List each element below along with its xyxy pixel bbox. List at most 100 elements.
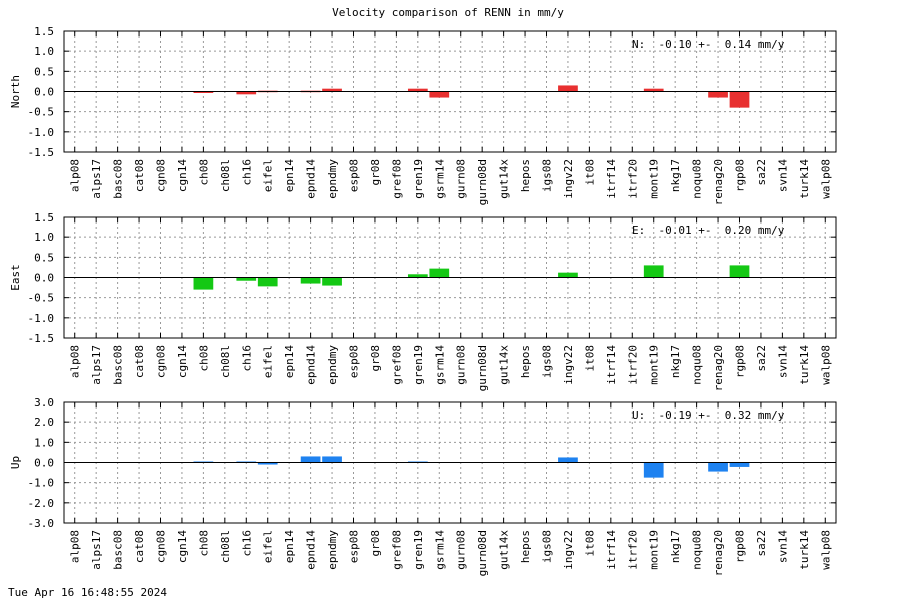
- bar-north-ch16: [236, 91, 257, 95]
- x-tick-label: gren19: [412, 345, 425, 385]
- x-tick-label: hepos: [519, 159, 532, 192]
- x-tick-label: cgn14: [176, 530, 189, 563]
- x-tick-label: cgn08: [155, 159, 168, 192]
- bar-east-epnd14: [300, 277, 321, 284]
- x-tick-label: epn14: [283, 159, 296, 192]
- x-tick-label: epnd14: [305, 530, 318, 570]
- x-tick-label: gsrm14: [433, 530, 446, 570]
- x-tick-label: gsrm14: [433, 345, 446, 385]
- bar-north-ch08: [193, 91, 214, 93]
- bar-north-gren19: [407, 88, 428, 92]
- y-tick-label: -0.5: [28, 292, 55, 305]
- x-tick-label: turk14: [798, 530, 811, 570]
- x-tick-label: walp08: [819, 345, 832, 385]
- bar-north-ingv22: [558, 85, 578, 92]
- x-tick-label: epndmy: [326, 159, 339, 199]
- x-tick-label: svn14: [776, 530, 789, 563]
- x-tick-label: cgn14: [176, 345, 189, 378]
- y-tick-label: 1.0: [34, 231, 54, 244]
- y-tick-label: -1.5: [28, 146, 55, 159]
- y-tick-label: 0.5: [34, 65, 54, 78]
- x-tick-label: epndmy: [326, 530, 339, 570]
- bar-north-renag20: [708, 91, 728, 98]
- x-tick-label: renag20: [712, 530, 725, 576]
- y-tick-label: 1.0: [34, 436, 54, 449]
- x-tick-label: alps17: [90, 159, 103, 199]
- bar-east-gren19: [407, 274, 428, 278]
- x-tick-label: gref08: [390, 345, 403, 385]
- x-tick-label: renag20: [712, 159, 725, 205]
- chart-title: Velocity comparison of RENN in mm/y: [332, 6, 564, 19]
- x-tick-label: ch16: [240, 345, 253, 372]
- x-tick-label: mont19: [648, 159, 661, 199]
- x-tick-label: cat08: [133, 159, 146, 192]
- x-tick-label: gsrm14: [433, 159, 446, 199]
- x-tick-label: ch16: [240, 530, 253, 557]
- x-tick-label: cgn08: [155, 530, 168, 563]
- x-tick-label: itrf20: [626, 530, 639, 570]
- y-tick-label: 1.0: [34, 45, 54, 58]
- x-tick-label: walp08: [819, 159, 832, 199]
- y-tick-label: -1.0: [28, 312, 55, 325]
- y-axis-label: East: [9, 264, 22, 291]
- x-tick-label: igs08: [541, 530, 554, 563]
- x-tick-label: esp08: [348, 345, 361, 378]
- bar-east-eifel: [257, 277, 278, 287]
- x-tick-label: ingv22: [562, 159, 575, 199]
- x-tick-label: alp08: [69, 345, 82, 378]
- bar-east-ch08: [193, 277, 214, 290]
- x-tick-label: itrf14: [605, 530, 618, 570]
- x-tick-label: turk14: [798, 159, 811, 199]
- x-tick-label: ch08l: [219, 345, 232, 378]
- y-tick-label: -0.5: [28, 106, 55, 119]
- x-tick-label: gren19: [412, 530, 425, 570]
- y-tick-label: 0.5: [34, 251, 54, 264]
- x-tick-label: gr08: [369, 159, 382, 186]
- x-tick-label: noqu08: [691, 530, 704, 570]
- y-tick-label: 1.5: [34, 211, 54, 224]
- bar-up-mont19: [643, 462, 664, 478]
- y-axis-label: North: [9, 75, 22, 108]
- bar-up-epnd14: [300, 456, 321, 463]
- x-tick-label: gut14x: [498, 530, 511, 570]
- y-tick-label: -2.0: [28, 497, 55, 510]
- bar-north-gsrm14: [429, 91, 450, 98]
- x-tick-label: nkg17: [669, 345, 682, 378]
- x-tick-label: ch08: [197, 159, 210, 186]
- bar-north-mont19: [643, 88, 664, 92]
- x-tick-label: hepos: [519, 530, 532, 563]
- x-tick-label: eifel: [262, 345, 275, 378]
- x-tick-label: renag20: [712, 345, 725, 391]
- x-tick-label: ch16: [240, 159, 253, 186]
- footer-timestamp: Tue Apr 16 16:48:55 2024: [8, 586, 167, 599]
- x-tick-label: it08: [583, 345, 596, 372]
- x-tick-label: epndmy: [326, 345, 339, 385]
- x-tick-label: hepos: [519, 345, 532, 378]
- summary-annotation: E: -0.01 +- 0.20 mm/y: [632, 224, 785, 237]
- bar-east-rgp08: [729, 265, 750, 278]
- x-tick-label: gurn08: [455, 530, 468, 570]
- x-tick-label: esp08: [348, 159, 361, 192]
- x-tick-label: rgp08: [734, 159, 747, 192]
- x-tick-label: it08: [583, 159, 596, 186]
- x-tick-label: eifel: [262, 159, 275, 192]
- y-tick-label: 0.0: [34, 457, 54, 470]
- x-tick-label: it08: [583, 530, 596, 557]
- x-tick-label: rgp08: [734, 530, 747, 563]
- bar-up-eifel: [257, 462, 278, 465]
- summary-annotation: U: -0.19 +- 0.32 mm/y: [632, 409, 785, 422]
- x-tick-label: cgn14: [176, 159, 189, 192]
- plot-frame: [63, 216, 837, 339]
- x-tick-label: svn14: [776, 159, 789, 192]
- bar-east-ch16: [236, 277, 257, 281]
- bar-east-epndmy: [322, 277, 342, 286]
- bar-east-gsrm14: [429, 268, 450, 278]
- bar-up-renag20: [708, 462, 728, 472]
- x-tick-label: gurn08d: [476, 530, 489, 576]
- x-tick-label: ingv22: [562, 530, 575, 570]
- x-tick-label: epnd14: [305, 159, 318, 199]
- x-tick-label: gr08: [369, 345, 382, 372]
- x-tick-label: alps17: [90, 345, 103, 385]
- x-tick-label: alp08: [69, 530, 82, 563]
